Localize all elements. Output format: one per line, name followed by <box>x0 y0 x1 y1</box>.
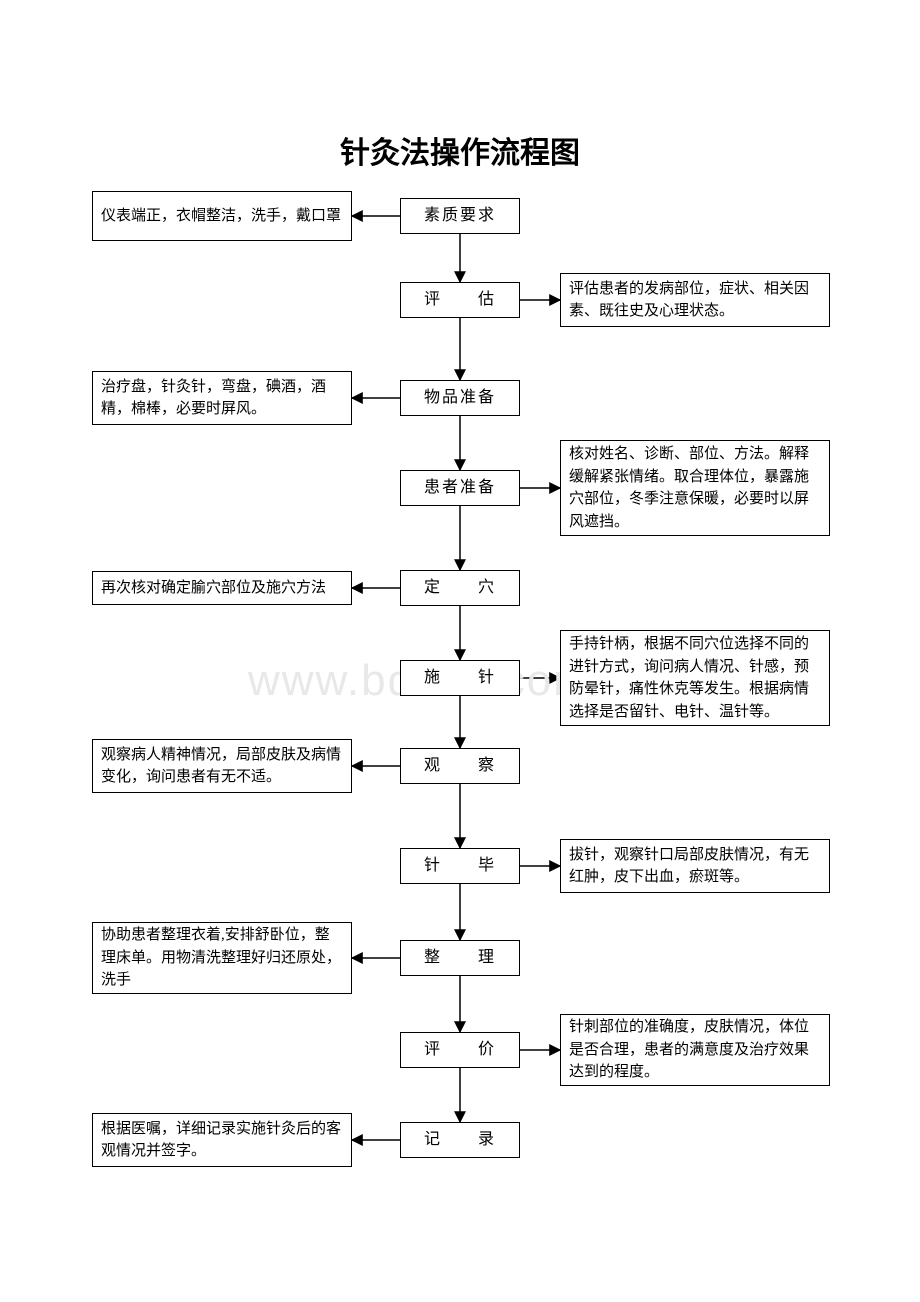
note-s7: 观察病人精神情况，局部皮肤及病情变化，询问患者有无不适。 <box>92 739 352 793</box>
note-s3: 治疗盘，针灸针，弯盘，碘酒，酒精，棉棒，必要时屏风。 <box>92 371 352 425</box>
step-s8: 针 毕 <box>400 848 520 884</box>
note-s2: 评估患者的发病部位，症状、相关因素、既往史及心理状态。 <box>560 273 830 327</box>
note-s8: 拔针，观察针口局部皮肤情况，有无红肿，皮下出血，瘀斑等。 <box>560 839 830 893</box>
note-s4: 核对姓名、诊断、部位、方法。解释缓解紧张情绪。取合理体位，暴露施穴部位，冬季注意… <box>560 440 830 536</box>
step-s5: 定 穴 <box>400 570 520 606</box>
step-s9: 整 理 <box>400 940 520 976</box>
note-s10: 针刺部位的准确度，皮肤情况，体位是否合理，患者的满意度及治疗效果达到的程度。 <box>560 1014 830 1086</box>
note-s1: 仪表端正，衣帽整洁，洗手，戴口罩 <box>92 191 352 241</box>
step-s1: 素质要求 <box>400 198 520 234</box>
step-s11: 记 录 <box>400 1122 520 1158</box>
note-s9: 协助患者整理衣着,安排舒卧位，整理床单。用物清洗整理好归还原处，洗手 <box>92 922 352 994</box>
step-s10: 评 价 <box>400 1032 520 1068</box>
step-s4: 患者准备 <box>400 470 520 506</box>
note-s11: 根据医嘱，详细记录实施针灸后的客观情况并签字。 <box>92 1113 352 1167</box>
step-s3: 物品准备 <box>400 380 520 416</box>
page-title: 针灸法操作流程图 <box>0 128 920 172</box>
step-s2: 评 估 <box>400 282 520 318</box>
step-s7: 观 察 <box>400 748 520 784</box>
note-s6: 手持针柄，根据不同穴位选择不同的进针方式，询问病人情况、针感，预防晕针，痛性休克… <box>560 630 830 726</box>
step-s6: 施 针 <box>400 660 520 696</box>
note-s5: 再次核对确定腧穴部位及施穴方法 <box>92 571 352 605</box>
